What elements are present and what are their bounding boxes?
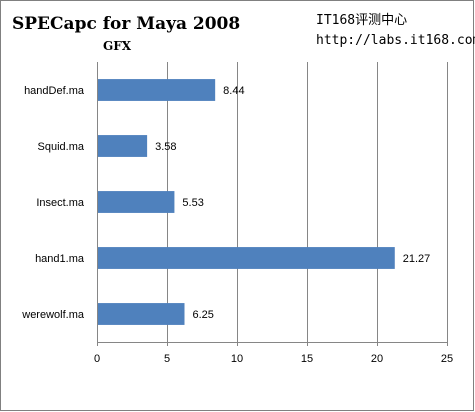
value-label: 5.53 [182,197,203,209]
category-label: werewolf.ma [21,309,85,321]
watermark-line1: IT168评测中心 [316,13,407,28]
chart-title: SPECapc for Maya 2008 [12,14,240,34]
category-labels: handDef.ma Squid.ma Insect.ma hand1.ma werew… [21,85,85,321]
value-labels: 8.44 3.58 5.53 21.27 6.25 [155,85,430,321]
value-label: 3.58 [155,141,176,153]
value-label: 8.44 [223,85,244,97]
bar [98,191,175,213]
x-axis-ticks: 0 5 10 15 20 25 [94,342,453,365]
value-label: 21.27 [403,253,431,265]
x-tick-label: 15 [301,353,313,365]
value-label: 6.25 [193,309,214,321]
grid-lines [97,62,448,343]
chart-subtitle: GFX [103,39,132,53]
x-tick-label: 20 [371,353,383,365]
x-tick-label: 10 [231,353,243,365]
bar [98,79,216,101]
bar [98,247,395,269]
category-label: Squid.ma [38,141,85,153]
x-tick-label: 0 [94,353,100,365]
bars [98,79,395,325]
category-label: hand1.ma [35,253,85,265]
watermark-line2: http://labs.it168.com [316,33,475,48]
x-tick-label: 25 [441,353,453,365]
bar [98,303,185,325]
category-label: handDef.ma [24,85,85,97]
bar [98,135,148,157]
category-label: Insect.ma [36,197,85,209]
x-tick-label: 5 [164,353,170,365]
